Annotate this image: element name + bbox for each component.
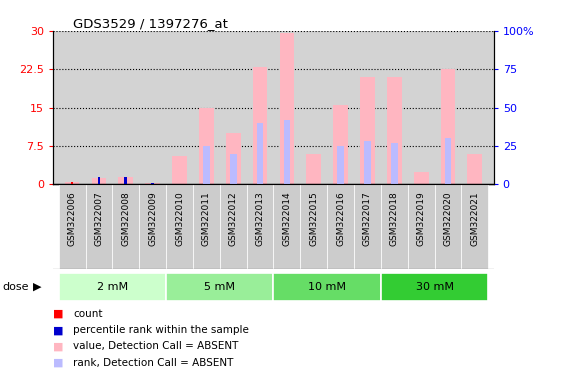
Bar (139, 184, 166, 269)
Bar (65, 182, 80, 184)
Text: rank, Detection Call = ABSENT: rank, Detection Call = ABSENT (73, 358, 233, 367)
Bar (440, 69, 456, 184)
Text: 5 mM: 5 mM (204, 282, 235, 292)
Bar (435, 184, 462, 269)
Bar (445, 138, 452, 184)
Text: ■: ■ (53, 325, 64, 335)
Bar (166, 184, 193, 269)
Bar (252, 66, 268, 184)
Text: 30 mM: 30 mM (416, 282, 454, 292)
Bar (91, 178, 107, 184)
Text: value, Detection Call = ABSENT: value, Detection Call = ABSENT (73, 341, 238, 351)
Bar (112, 184, 139, 269)
Bar (166, 273, 274, 301)
Text: GSM322007: GSM322007 (94, 191, 103, 246)
Bar (354, 184, 381, 269)
Text: GSM322008: GSM322008 (121, 191, 130, 246)
Bar (230, 154, 237, 184)
Bar (337, 146, 344, 184)
Bar (279, 33, 295, 184)
Bar (257, 123, 263, 184)
Text: GSM322021: GSM322021 (470, 191, 480, 246)
Text: GSM322013: GSM322013 (256, 191, 265, 246)
Bar (364, 141, 371, 184)
Text: GSM322010: GSM322010 (175, 191, 184, 246)
Text: ■: ■ (53, 309, 64, 319)
Text: percentile rank within the sample: percentile rank within the sample (73, 325, 249, 335)
Bar (387, 77, 402, 184)
Bar (125, 177, 127, 184)
Text: GSM322017: GSM322017 (363, 191, 372, 246)
Text: count: count (73, 309, 103, 319)
Text: GSM322016: GSM322016 (336, 191, 345, 246)
Bar (274, 273, 381, 301)
Bar (85, 184, 112, 269)
Text: dose: dose (3, 282, 29, 292)
Text: ■: ■ (53, 358, 64, 367)
Text: GDS3529 / 1397276_at: GDS3529 / 1397276_at (73, 17, 228, 30)
Bar (71, 182, 73, 184)
Bar (59, 273, 166, 301)
Bar (360, 77, 375, 184)
Text: 2 mM: 2 mM (97, 282, 128, 292)
Bar (414, 172, 429, 184)
Bar (327, 184, 354, 269)
Text: GSM322018: GSM322018 (390, 191, 399, 246)
Bar (151, 183, 154, 184)
Bar (145, 183, 160, 184)
Bar (391, 143, 398, 184)
Text: GSM322015: GSM322015 (309, 191, 318, 246)
Text: GSM322019: GSM322019 (417, 191, 426, 246)
Text: 10 mM: 10 mM (308, 282, 346, 292)
Text: ■: ■ (53, 341, 64, 351)
Text: GSM322011: GSM322011 (202, 191, 211, 246)
Bar (408, 184, 435, 269)
Bar (247, 184, 274, 269)
Bar (467, 154, 482, 184)
Bar (118, 177, 133, 184)
Text: GSM322009: GSM322009 (148, 191, 157, 246)
Bar (172, 156, 187, 184)
Bar (274, 184, 300, 269)
Bar (462, 184, 488, 269)
Bar (193, 184, 220, 269)
Bar (284, 120, 290, 184)
Bar (199, 108, 214, 184)
Text: GSM322006: GSM322006 (67, 191, 77, 246)
Bar (226, 133, 241, 184)
Text: GSM322020: GSM322020 (444, 191, 453, 246)
Text: GSM322012: GSM322012 (229, 191, 238, 246)
Text: ▶: ▶ (33, 282, 41, 292)
Bar (333, 105, 348, 184)
Bar (203, 146, 210, 184)
Bar (381, 273, 488, 301)
Bar (59, 184, 85, 269)
Text: GSM322014: GSM322014 (282, 191, 291, 246)
Bar (220, 184, 247, 269)
Bar (381, 184, 408, 269)
Bar (300, 184, 327, 269)
Bar (306, 154, 321, 184)
Bar (98, 177, 100, 184)
